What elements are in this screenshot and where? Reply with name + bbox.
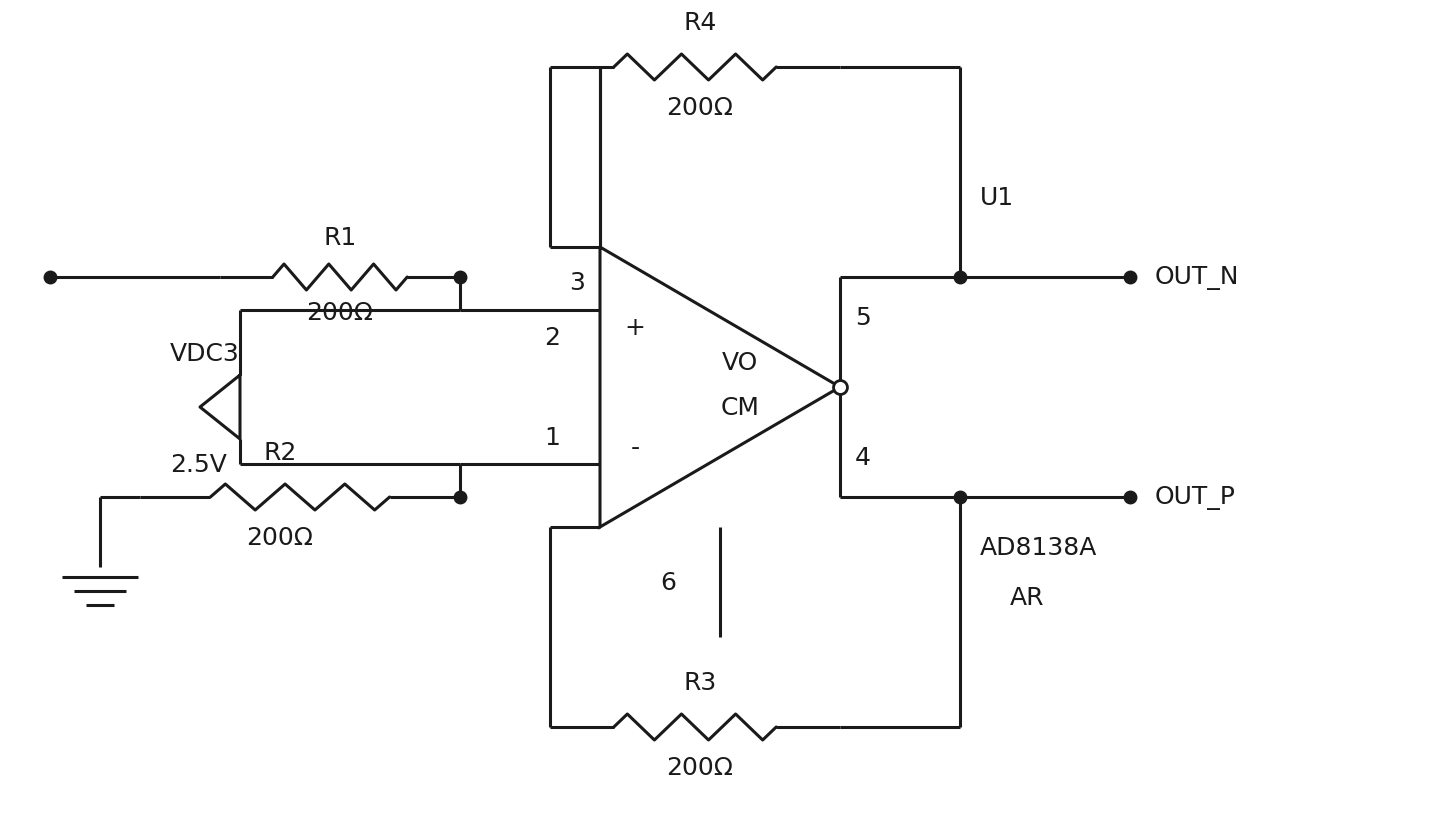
Text: 1: 1	[544, 425, 560, 449]
Text: 200Ω: 200Ω	[667, 755, 733, 779]
Text: 2.5V: 2.5V	[170, 452, 228, 476]
Text: OUT_P: OUT_P	[1155, 485, 1236, 509]
Text: +: +	[625, 316, 645, 340]
Text: AR: AR	[1009, 586, 1044, 609]
Text: 200Ω: 200Ω	[246, 525, 314, 549]
Text: 6: 6	[660, 571, 675, 595]
Text: -: -	[631, 436, 639, 460]
Text: 3: 3	[569, 270, 585, 294]
Text: VDC3: VDC3	[170, 342, 239, 366]
Text: 5: 5	[855, 306, 871, 330]
Text: R4: R4	[684, 11, 717, 35]
Text: 200Ω: 200Ω	[307, 301, 373, 325]
Text: R1: R1	[324, 226, 357, 250]
Text: R2: R2	[264, 441, 297, 465]
Text: 200Ω: 200Ω	[667, 96, 733, 120]
Text: VO: VO	[721, 351, 757, 375]
Text: 4: 4	[855, 446, 871, 470]
Text: R3: R3	[684, 670, 717, 694]
Text: 2: 2	[544, 326, 560, 350]
Text: AD8138A: AD8138A	[981, 535, 1097, 559]
Text: U1: U1	[981, 186, 1014, 210]
Text: OUT_N: OUT_N	[1155, 265, 1240, 289]
Text: CM: CM	[720, 395, 759, 419]
